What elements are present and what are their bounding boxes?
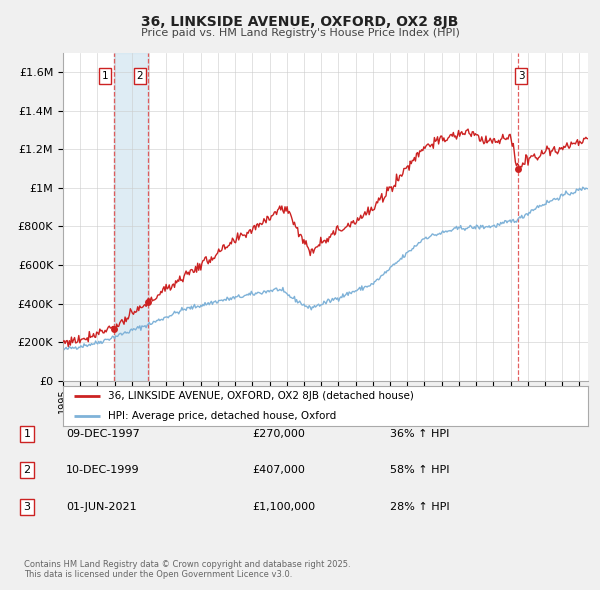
- Text: 09-DEC-1997: 09-DEC-1997: [66, 429, 140, 438]
- Text: 1: 1: [101, 71, 109, 81]
- Text: 01-JUN-2021: 01-JUN-2021: [66, 502, 137, 512]
- Bar: [113, 53, 148, 381]
- Text: Price paid vs. HM Land Registry's House Price Index (HPI): Price paid vs. HM Land Registry's House …: [140, 28, 460, 38]
- Text: 2: 2: [23, 466, 31, 475]
- Text: 36, LINKSIDE AVENUE, OXFORD, OX2 8JB: 36, LINKSIDE AVENUE, OXFORD, OX2 8JB: [142, 15, 458, 29]
- Text: £1,100,000: £1,100,000: [252, 502, 315, 512]
- Text: HPI: Average price, detached house, Oxford: HPI: Average price, detached house, Oxfo…: [107, 411, 336, 421]
- Text: Contains HM Land Registry data © Crown copyright and database right 2025.
This d: Contains HM Land Registry data © Crown c…: [24, 560, 350, 579]
- Text: 3: 3: [23, 502, 31, 512]
- Text: 10-DEC-1999: 10-DEC-1999: [66, 466, 140, 475]
- Text: 28% ↑ HPI: 28% ↑ HPI: [390, 502, 449, 512]
- Text: 1: 1: [23, 429, 31, 438]
- Text: £270,000: £270,000: [252, 429, 305, 438]
- Text: 3: 3: [518, 71, 524, 81]
- Text: 36% ↑ HPI: 36% ↑ HPI: [390, 429, 449, 438]
- Text: 2: 2: [136, 71, 143, 81]
- Text: 36, LINKSIDE AVENUE, OXFORD, OX2 8JB (detached house): 36, LINKSIDE AVENUE, OXFORD, OX2 8JB (de…: [107, 391, 413, 401]
- Text: 58% ↑ HPI: 58% ↑ HPI: [390, 466, 449, 475]
- Text: £407,000: £407,000: [252, 466, 305, 475]
